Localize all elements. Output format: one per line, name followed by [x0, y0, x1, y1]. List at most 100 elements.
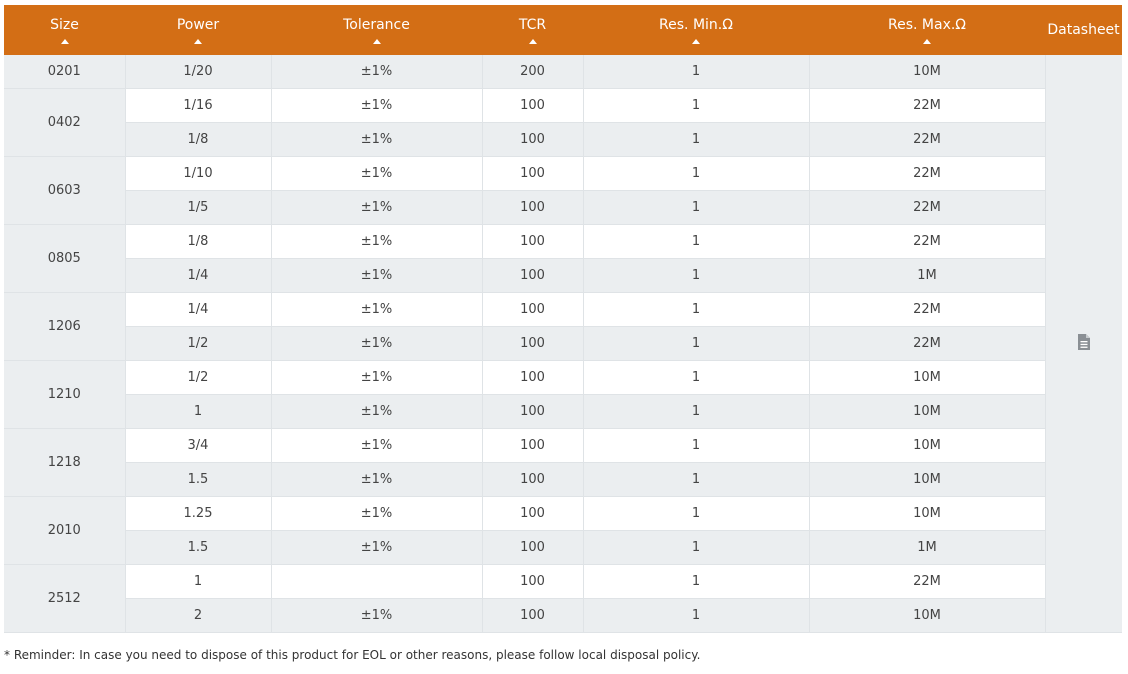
cell: 1 — [583, 88, 810, 123]
cell: 1 — [583, 394, 810, 429]
table-wrap: Size Power Tolerance TCR Res. Min.Ω Res. Max.… — [4, 5, 1122, 633]
datasheet-icon[interactable] — [1077, 333, 1091, 351]
sort-icon[interactable] — [372, 39, 381, 44]
table-row: 1 ±1% 100 1 10M — [4, 394, 1122, 429]
cell: 1/8 — [125, 122, 272, 157]
cell: ±1% — [271, 428, 483, 463]
cell: ±1% — [271, 598, 483, 633]
size-cell: 1206 — [4, 292, 126, 361]
cell: 1 — [583, 530, 810, 565]
table-row: 1/2 ±1% 100 1 22M — [4, 326, 1122, 361]
table-row: 0805 1/8 ±1% 100 1 22M — [4, 224, 1122, 293]
cell: 10M — [809, 496, 1046, 531]
cell: 3/4 — [125, 428, 272, 463]
cell: 22M — [809, 564, 1046, 599]
cell — [271, 564, 483, 599]
sort-icon[interactable] — [194, 39, 202, 44]
sort-icon[interactable] — [528, 39, 537, 44]
cell: 1/2 — [125, 326, 272, 361]
cell: ±1% — [271, 496, 483, 531]
cell: 1 — [583, 190, 810, 225]
cell: 1 — [125, 394, 272, 429]
column-header[interactable]: Tolerance — [271, 5, 482, 55]
cell: ±1% — [271, 55, 483, 89]
column-header[interactable]: Res. Max.Ω — [809, 5, 1045, 55]
table-row: 0402 1/16 ±1% 100 1 22M — [4, 88, 1122, 157]
product-table: Size Power Tolerance TCR Res. Min.Ω Res. Max.… — [4, 5, 1122, 633]
sort-icon[interactable] — [60, 39, 69, 44]
header-label: Tolerance — [343, 17, 410, 33]
cell: ±1% — [271, 394, 483, 429]
header-label: Res. Max.Ω — [888, 17, 966, 33]
table-row: 0603 1/10 ±1% 100 1 22M — [4, 156, 1122, 225]
column-header[interactable]: TCR — [482, 5, 583, 55]
cell: 100 — [482, 156, 584, 191]
cell: 10M — [809, 394, 1046, 429]
cell: 1 — [583, 55, 810, 89]
cell: ±1% — [271, 190, 483, 225]
cell: 1 — [583, 258, 810, 293]
cell: 22M — [809, 156, 1046, 191]
table-row: 1/8 ±1% 100 1 22M — [4, 122, 1122, 157]
table-row: 1218 3/4 ±1% 100 1 10M — [4, 428, 1122, 497]
cell: 100 — [482, 394, 584, 429]
cell: 10M — [809, 360, 1046, 395]
size-cell: 2512 — [4, 564, 126, 633]
cell: 1 — [583, 122, 810, 157]
sort-icon[interactable] — [692, 39, 700, 44]
column-header[interactable]: Power — [125, 5, 271, 55]
cell: 2 — [125, 598, 272, 633]
cell: 100 — [482, 190, 584, 225]
cell: ±1% — [271, 530, 483, 565]
cell: 10M — [809, 462, 1046, 497]
cell: 1/20 — [125, 55, 272, 89]
table-row: 1/5 ±1% 100 1 22M — [4, 190, 1122, 225]
cell: ±1% — [271, 292, 483, 327]
cell: 22M — [809, 122, 1046, 157]
cell: 1 — [583, 224, 810, 259]
table-row: 1.5 ±1% 100 1 10M — [4, 462, 1122, 497]
cell: 100 — [482, 224, 584, 259]
cell: 1.5 — [125, 530, 272, 565]
cell: 1M — [809, 258, 1046, 293]
cell: ±1% — [271, 88, 483, 123]
cell: 1 — [583, 462, 810, 497]
cell: 100 — [482, 530, 584, 565]
header-label: Res. Min.Ω — [659, 17, 733, 33]
header-row: Size Power Tolerance TCR Res. Min.Ω Res. Max.… — [4, 5, 1122, 55]
sort-icon[interactable] — [923, 39, 931, 44]
size-cell: 0603 — [4, 156, 126, 225]
cell: 1/8 — [125, 224, 272, 259]
cell: 100 — [482, 326, 584, 361]
cell: 1 — [583, 292, 810, 327]
cell: 100 — [482, 360, 584, 395]
cell: ±1% — [271, 462, 483, 497]
cell: 1/10 — [125, 156, 272, 191]
datasheet-cell — [1045, 55, 1122, 633]
cell: 1/2 — [125, 360, 272, 395]
cell: 1/16 — [125, 88, 272, 123]
cell: 1 — [583, 496, 810, 531]
header-label: Datasheet — [1047, 22, 1120, 38]
column-header[interactable]: Res. Min.Ω — [583, 5, 809, 55]
size-cell: 1218 — [4, 428, 126, 497]
cell: ±1% — [271, 258, 483, 293]
cell: 22M — [809, 190, 1046, 225]
header-label: Size — [50, 17, 79, 33]
cell: 22M — [809, 326, 1046, 361]
size-cell: 0805 — [4, 224, 126, 293]
table-row: 2 ±1% 100 1 10M — [4, 598, 1122, 633]
table-row: 1210 1/2 ±1% 100 1 10M — [4, 360, 1122, 429]
column-header[interactable]: Size — [4, 5, 125, 55]
cell: 1 — [583, 428, 810, 463]
cell: 1 — [583, 156, 810, 191]
cell: ±1% — [271, 224, 483, 259]
table-row: 1/4 ±1% 100 1 1M — [4, 258, 1122, 293]
cell: 200 — [482, 55, 584, 89]
cell: 100 — [482, 428, 584, 463]
reminder: * Reminder: In case you need to dispose … — [4, 648, 701, 662]
cell: 100 — [482, 122, 584, 157]
header-label: Power — [176, 17, 220, 33]
cell: 10M — [809, 598, 1046, 633]
cell: 100 — [482, 292, 584, 327]
